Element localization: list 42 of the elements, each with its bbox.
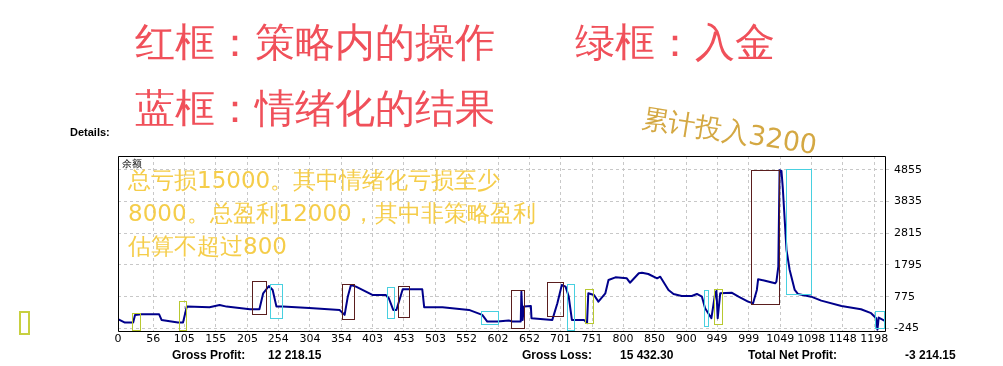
x-tick-label: 751 <box>581 332 603 346</box>
x-tick-label: 552 <box>455 332 477 346</box>
x-tick-label: 999 <box>738 332 760 346</box>
x-tick-label: 254 <box>267 332 289 346</box>
chart-title: 红框：策略内的操作 绿框：入金 <box>135 18 775 66</box>
x-tick-label: 1049 <box>766 332 795 346</box>
x-tick-label: 56 <box>146 332 161 346</box>
y-tick-label: -245 <box>894 321 919 335</box>
x-tick-label: 205 <box>236 332 258 346</box>
x-tick-label: 155 <box>205 332 227 346</box>
chart-subtitle: 蓝框：情绪化的结果 <box>135 84 495 132</box>
y-tick-label: 775 <box>894 289 915 303</box>
text: 余额 <box>122 158 142 169</box>
text: Total Net Profit: <box>748 348 838 362</box>
x-tick-label: 0 <box>114 332 122 346</box>
x-tick-label: 453 <box>393 332 415 346</box>
y-tick-label: 1795 <box>894 257 922 271</box>
x-tick-label: 900 <box>675 332 697 346</box>
text: Details: <box>70 126 110 138</box>
x-tick-label: 850 <box>644 332 666 346</box>
x-tick-label: 602 <box>487 332 509 346</box>
x-tick-label: 354 <box>330 332 352 346</box>
text: Gross Profit: <box>172 348 246 362</box>
text: Gross Loss: <box>522 348 593 362</box>
x-tick-label: 1198 <box>860 332 889 346</box>
x-tick-label: 1148 <box>828 332 857 346</box>
x-tick-label: 503 <box>425 332 447 346</box>
y-tick-label: 4855 <box>894 162 922 176</box>
x-tick-label: 800 <box>612 332 634 346</box>
annotation: 累计投入3200 <box>639 101 820 163</box>
text: 15 432.30 <box>620 348 674 362</box>
x-tick-label: 105 <box>173 332 195 346</box>
x-tick-label: 949 <box>706 332 728 346</box>
y-tick-label: 3835 <box>894 194 922 208</box>
x-tick-label: 304 <box>299 332 321 346</box>
x-tick-label: 1098 <box>797 332 826 346</box>
text: 12 218.15 <box>268 348 322 362</box>
x-tick-label: 701 <box>550 332 572 346</box>
y-tick-label: 2815 <box>894 226 922 240</box>
x-tick-label: 652 <box>519 332 541 346</box>
x-tick-label: 403 <box>361 332 383 346</box>
text: -3 214.15 <box>905 348 956 362</box>
